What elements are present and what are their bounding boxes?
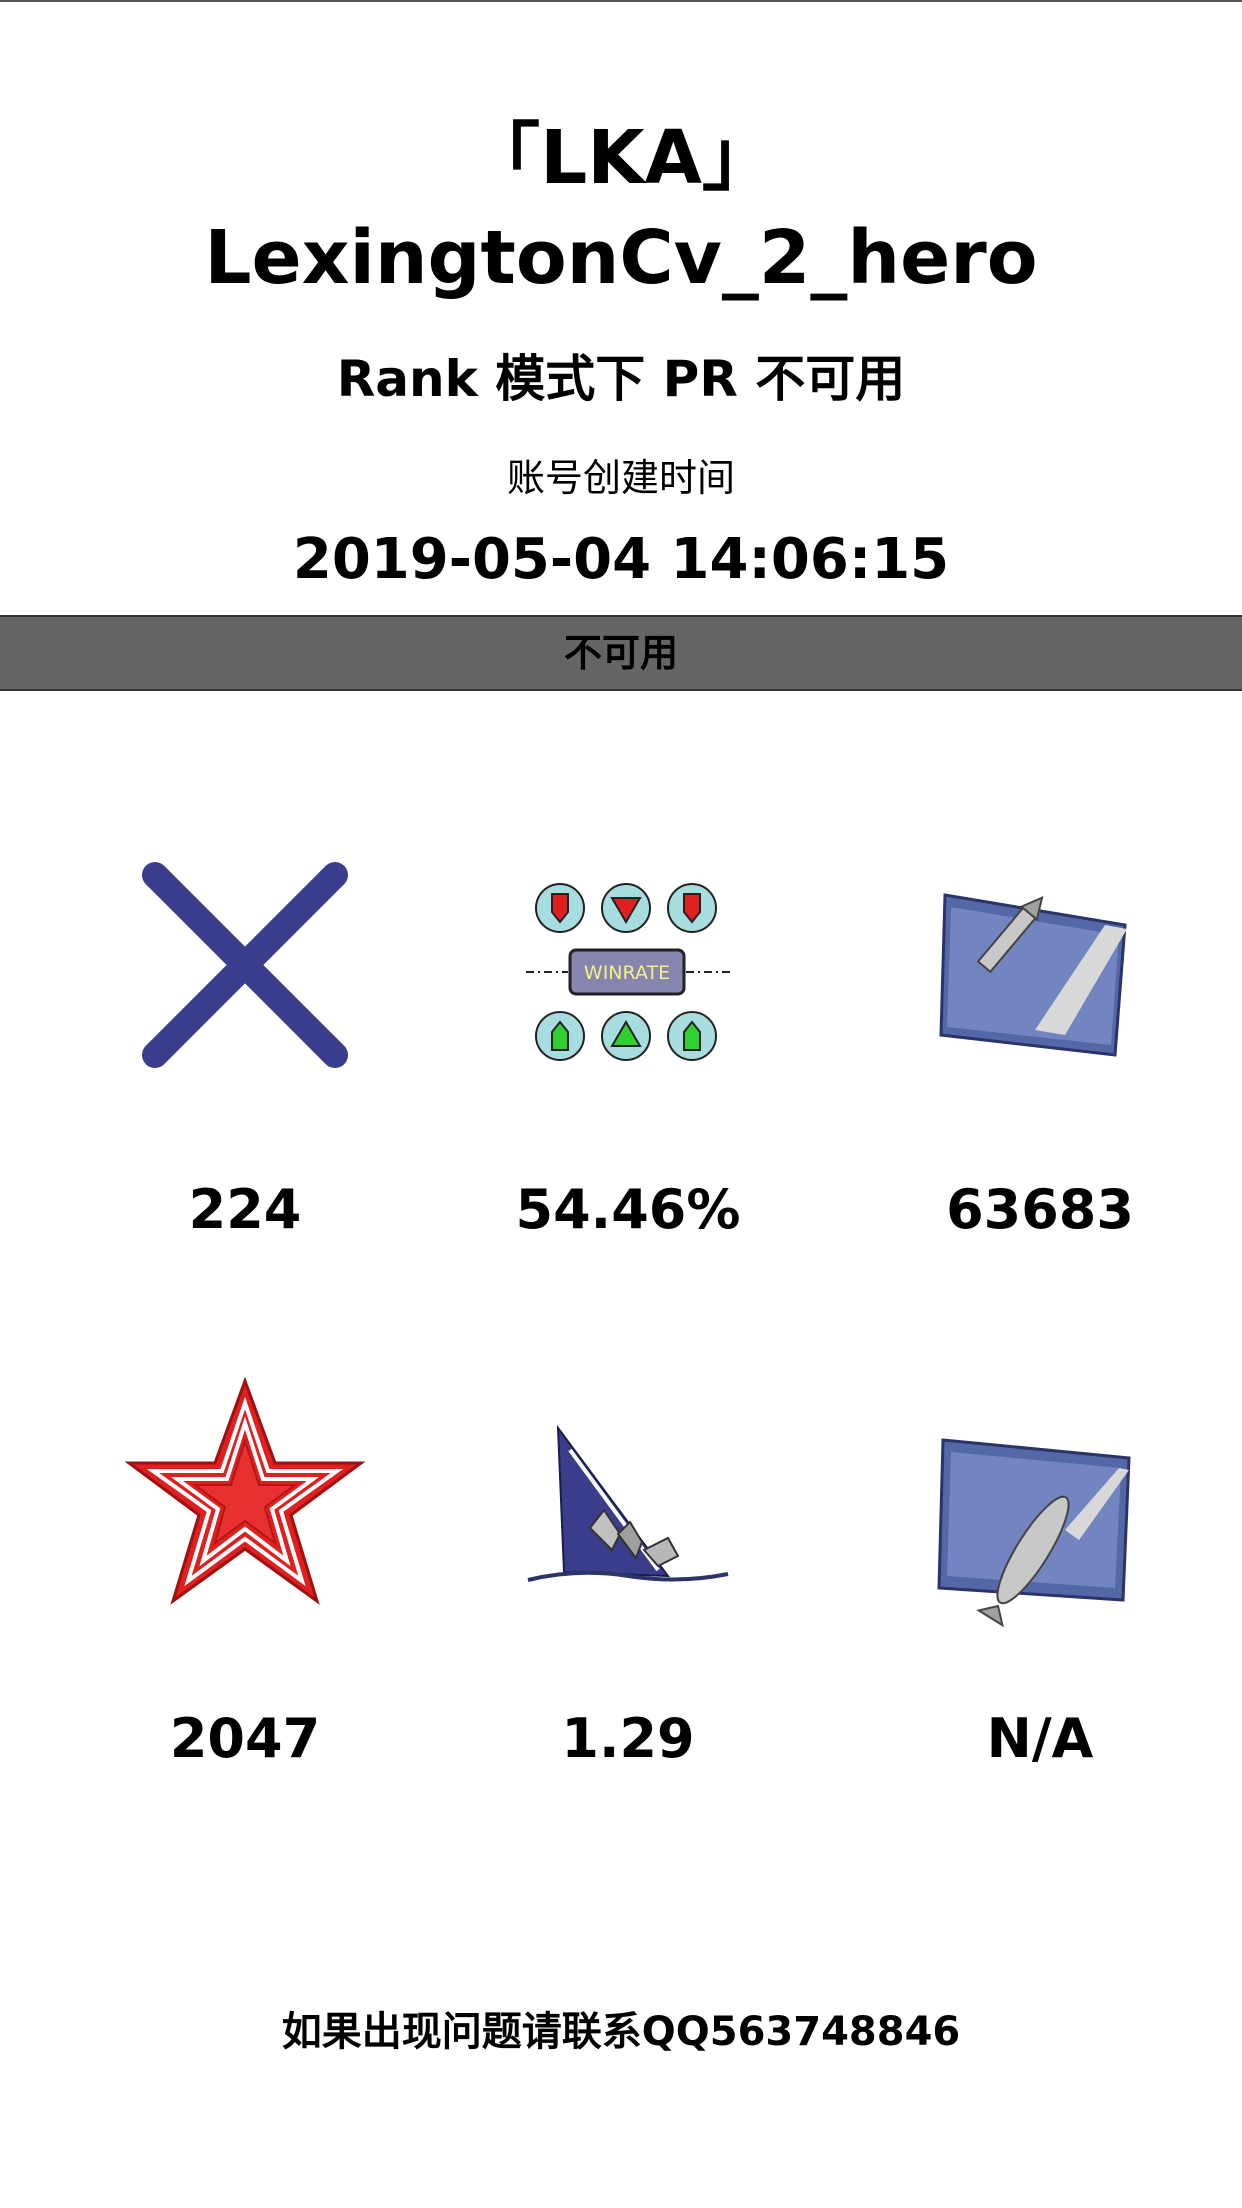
winrate-value: 54.46% [515,1178,741,1241]
kd-ratio-value: 1.29 [561,1707,695,1770]
rank-note: Rank 模式下 PR 不可用 [336,350,906,408]
torpedo-value: N/A [986,1707,1094,1770]
kills-value: 2047 [169,1707,321,1770]
created-label: 账号创建时间 [506,456,735,500]
footer-contact: 如果出现问题请联系QQ563748846 [281,2009,961,2055]
red-star-icon [125,1375,365,1615]
status-bar: 不可用 [0,615,1242,691]
winrate-icon: WINRATE [508,850,748,1090]
damage-value: 63683 [946,1178,1134,1241]
torpedo-icon [915,1400,1155,1640]
winrate-icon-text: WINRATE [584,962,670,984]
battles-cross-icon [125,845,365,1085]
created-time: 2019-05-04 14:06:15 [292,527,950,592]
top-divider [0,0,1242,2]
player-name: LexingtonCv_2_hero [204,215,1038,301]
sinking-ship-icon [508,1410,748,1650]
clan-tag: 「LKA」 [466,115,776,201]
damage-shell-icon [915,855,1155,1095]
battles-value: 224 [188,1178,302,1241]
